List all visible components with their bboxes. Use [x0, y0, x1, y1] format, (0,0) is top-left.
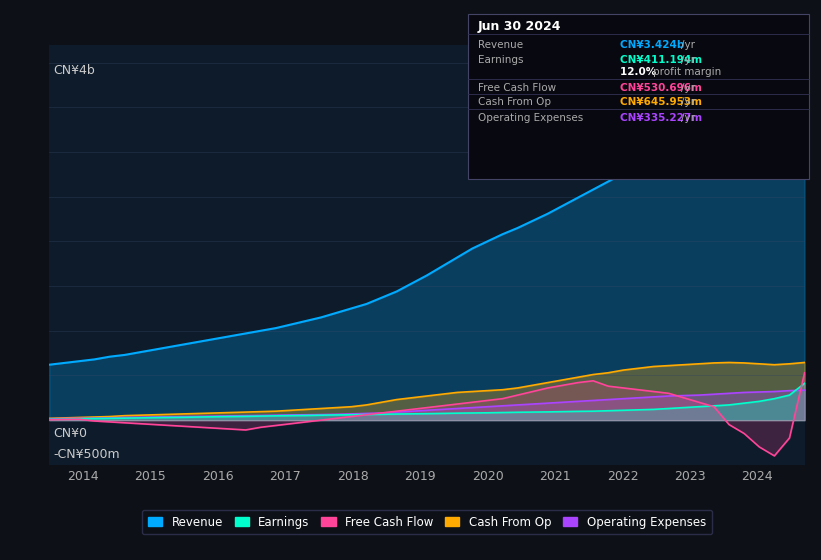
- Text: 12.0%: 12.0%: [620, 67, 660, 77]
- Text: CN¥645.953m: CN¥645.953m: [620, 97, 705, 108]
- Text: Free Cash Flow: Free Cash Flow: [478, 83, 556, 94]
- Text: CN¥411.194m: CN¥411.194m: [620, 55, 705, 65]
- Text: /yr: /yr: [681, 55, 695, 65]
- Text: Jun 30 2024: Jun 30 2024: [478, 20, 562, 33]
- Text: Revenue: Revenue: [478, 40, 523, 50]
- Text: profit margin: profit margin: [653, 67, 721, 77]
- FancyBboxPatch shape: [468, 14, 809, 179]
- Text: CN¥530.696m: CN¥530.696m: [620, 83, 705, 94]
- Text: CN¥4b: CN¥4b: [53, 64, 94, 77]
- Text: /yr: /yr: [681, 83, 695, 94]
- Text: Cash From Op: Cash From Op: [478, 97, 551, 108]
- Text: Operating Expenses: Operating Expenses: [478, 113, 583, 123]
- Text: /yr: /yr: [681, 113, 695, 123]
- Text: CN¥335.227m: CN¥335.227m: [620, 113, 705, 123]
- Text: /yr: /yr: [681, 40, 695, 50]
- Text: Earnings: Earnings: [478, 55, 523, 65]
- Legend: Revenue, Earnings, Free Cash Flow, Cash From Op, Operating Expenses: Revenue, Earnings, Free Cash Flow, Cash …: [142, 510, 712, 534]
- Text: CN¥0: CN¥0: [53, 427, 87, 440]
- Text: CN¥3.424b: CN¥3.424b: [620, 40, 688, 50]
- Text: -CN¥500m: -CN¥500m: [53, 447, 120, 460]
- Text: /yr: /yr: [681, 97, 695, 108]
